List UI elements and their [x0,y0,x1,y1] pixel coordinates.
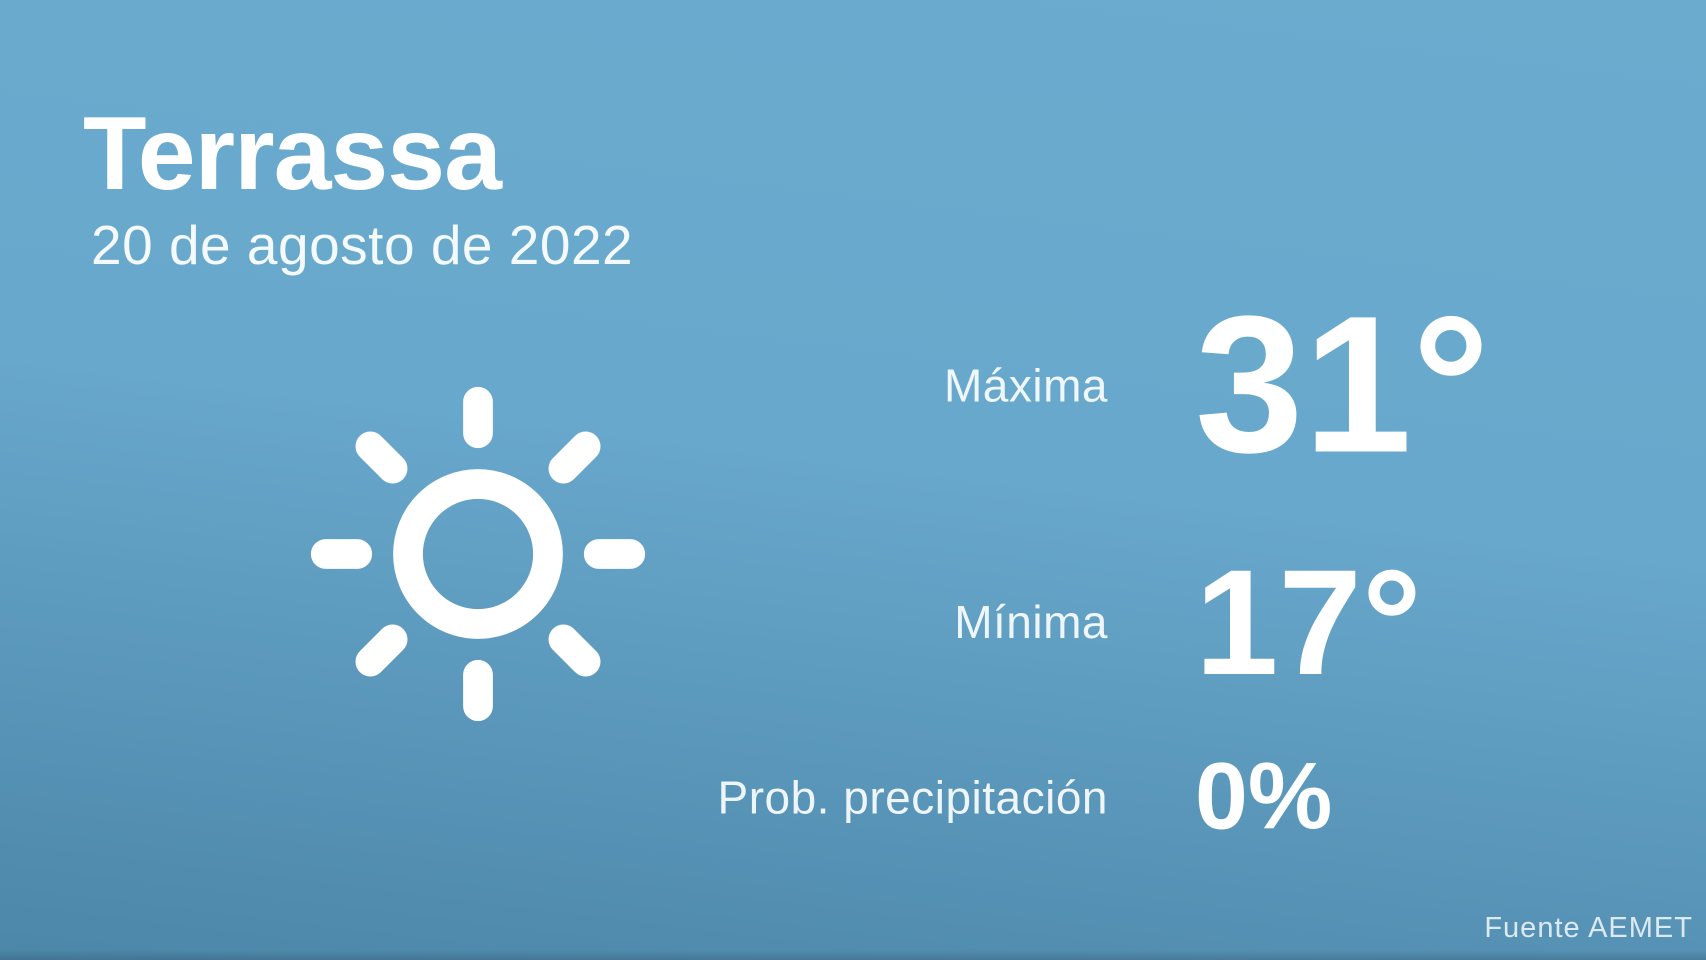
date-subtitle: 20 de agosto de 2022 [91,214,634,276]
min-temperature-value: 17° [1195,538,1422,706]
max-temperature-value: 31° [1195,275,1490,494]
sun-icon [303,379,653,729]
page-title: Terrassa [83,96,502,212]
precipitation-probability-row: Prob. precipitación 0% [500,743,1333,850]
min-temperature-row: Mínima 17° [500,547,1422,697]
precipitation-probability-value: 0% [1195,743,1333,850]
header: Terrassa 20 de agosto de 2022 [83,102,633,273]
precipitation-probability-label: Prob. precipitación [717,771,1108,823]
source-credit: Fuente AEMET [1484,912,1693,944]
max-temperature-row: Máxima 31° [500,275,1490,494]
max-temperature-label: Máxima [943,359,1108,411]
sun-icon-svg [310,386,646,722]
min-temperature-label: Mínima [954,596,1108,648]
